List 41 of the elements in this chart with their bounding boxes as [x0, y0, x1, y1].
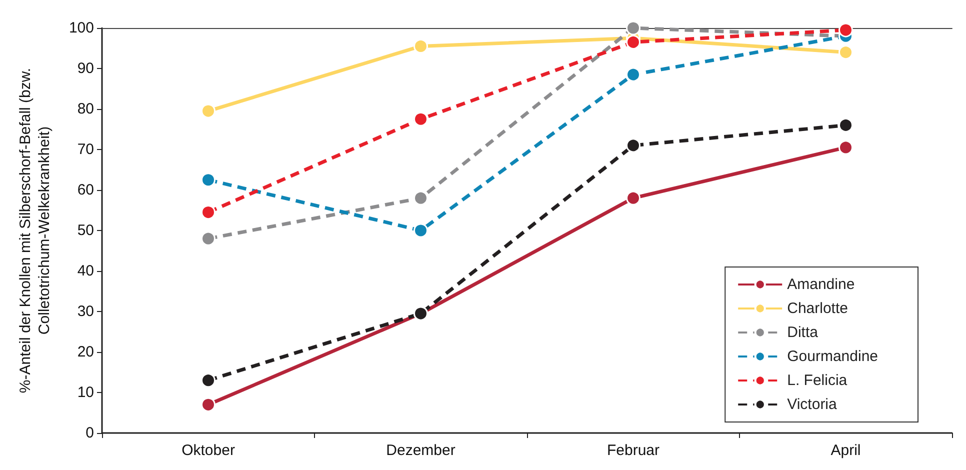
legend-label: L. Felicia	[787, 372, 848, 389]
point	[626, 34, 640, 50]
y-tick-label: 80	[77, 100, 94, 118]
legend-label: Charlotte	[787, 300, 848, 317]
point	[626, 67, 640, 82]
point	[838, 45, 853, 60]
point	[838, 140, 853, 155]
point	[201, 104, 216, 118]
point	[414, 190, 428, 206]
y-tick-label: 100	[68, 20, 94, 36]
point	[201, 172, 216, 188]
point	[201, 373, 216, 388]
y-tick-label: 60	[77, 182, 94, 198]
point	[414, 112, 428, 126]
point	[626, 190, 640, 206]
point	[201, 231, 216, 246]
y-axis-title: %-Anteil der Knollen mit Silberschorf-Befall (bzw. Colletotrichum-Welkekrankheit)	[17, 68, 53, 394]
legend-label: Amandine	[787, 276, 855, 293]
legend-label: Victoria	[787, 396, 838, 413]
legend-label: Gourmandine	[787, 348, 878, 365]
y-tick-label: 20	[77, 344, 94, 360]
y-tick-label: 70	[77, 141, 94, 158]
point	[414, 38, 428, 54]
y-tick-label: 10	[77, 384, 94, 401]
point	[201, 205, 216, 220]
point	[626, 138, 640, 153]
y-tick-label: 50	[77, 222, 94, 239]
y-tick-label: 40	[77, 262, 94, 280]
legend-label: Ditta	[787, 324, 819, 341]
y-tick-label: 0	[86, 424, 94, 442]
point	[838, 22, 853, 38]
point	[626, 20, 640, 36]
y-tick-label: 90	[77, 60, 94, 77]
point	[201, 397, 216, 412]
x-tick-label: Februar	[606, 442, 660, 459]
point	[414, 223, 428, 238]
point	[838, 118, 853, 132]
x-tick-label: Oktober	[182, 442, 235, 459]
y-tick-label: 30	[77, 303, 94, 320]
x-tick-label: April	[830, 442, 861, 459]
x-tick-label: Dezember	[386, 442, 456, 459]
